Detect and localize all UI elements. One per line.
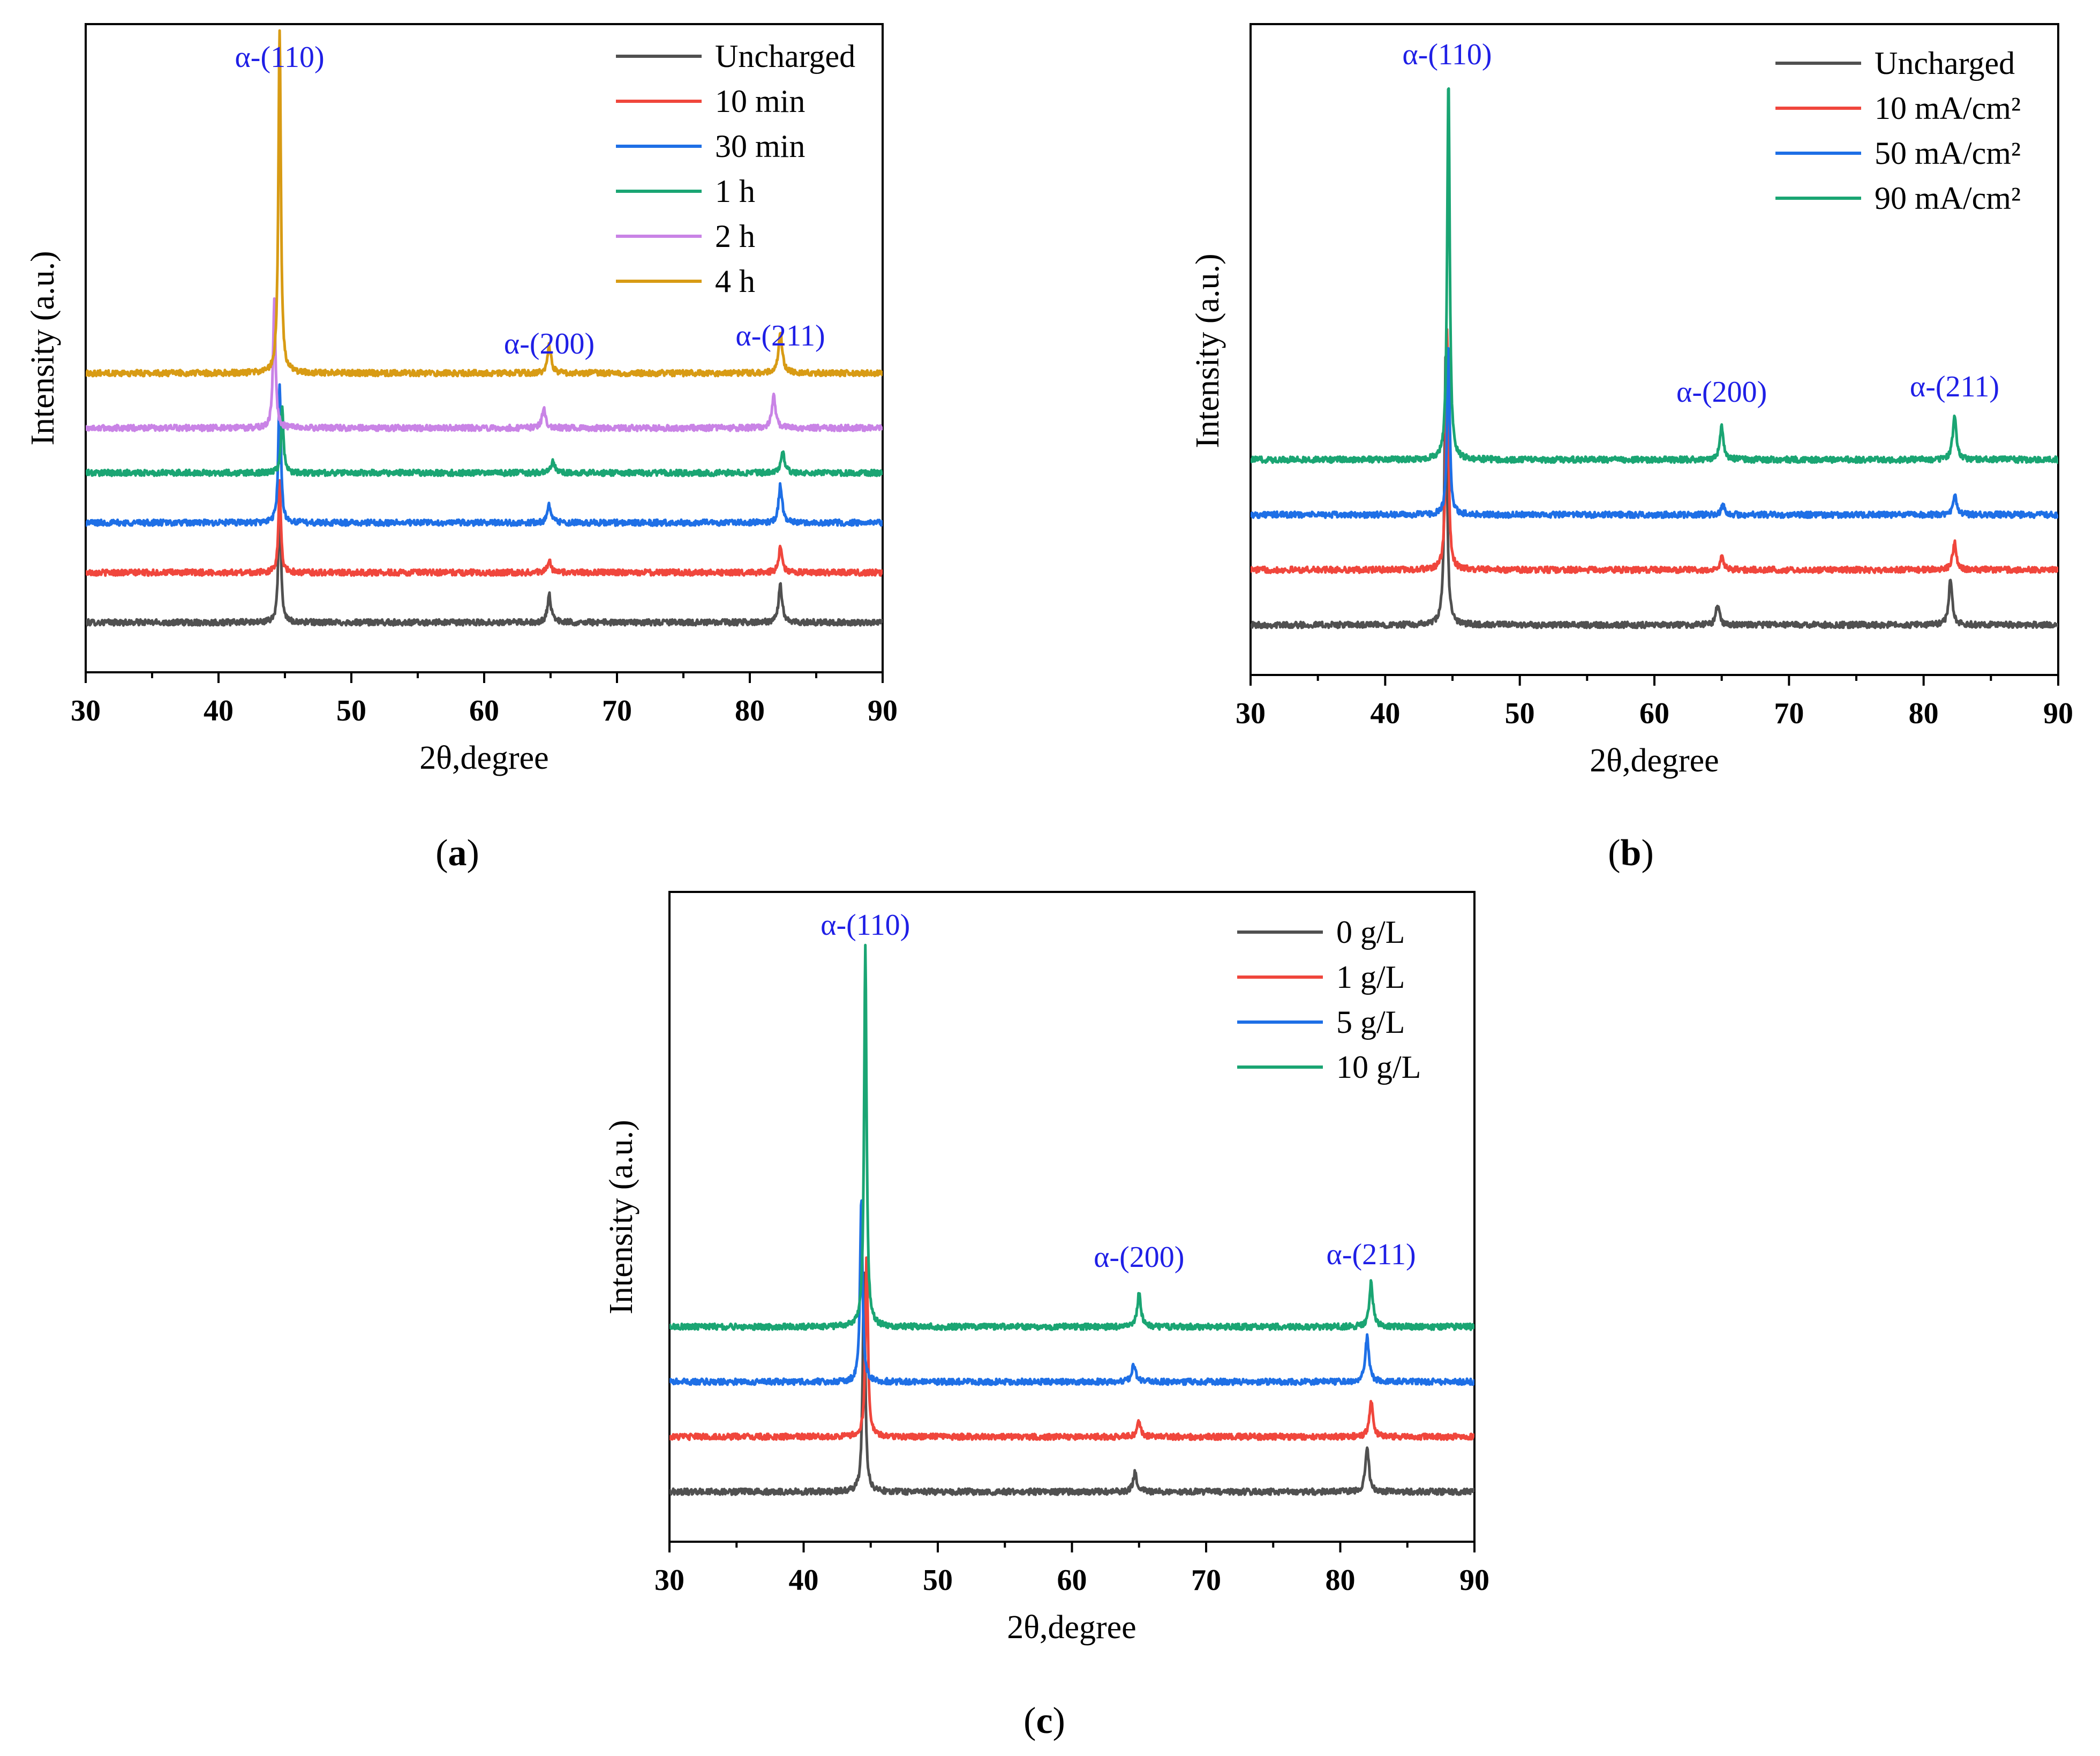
x-tick-label: 30: [1236, 697, 1266, 730]
series-line-3: [669, 1199, 1474, 1386]
legend-entry-label: 10 mA/cm²: [1875, 91, 2021, 126]
panel-b-legend: Uncharged 10 mA/cm² 50 mA/cm² 90 mA/cm²: [1775, 46, 2021, 216]
x-tick-label: 40: [1370, 697, 1400, 730]
legend-entry-label: 10 g/L: [1336, 1049, 1421, 1085]
x-tick-label: 40: [789, 1564, 819, 1597]
x-tick-label: 90: [2043, 697, 2073, 730]
panel-b-caption: (b): [1608, 832, 1654, 874]
panel-b-caption-letter: b: [1621, 832, 1642, 874]
panel-a-x-axis: 30 40 50 60 70 80 90: [71, 672, 898, 727]
panel-c-chart: 30 40 50 60 70 80 90 α-(110) α-(200) α-(211) 0 g…: [603, 891, 1489, 1742]
panel-a-series-layer: [86, 29, 883, 627]
peak-label: α-(110): [1402, 38, 1492, 71]
legend-entry-label: Uncharged: [715, 39, 855, 74]
series-line-3: [1251, 347, 2058, 519]
series-line-5: [86, 297, 883, 432]
x-tick-label: 70: [602, 694, 632, 727]
peak-label: α-(200): [1094, 1241, 1184, 1274]
legend-entry-label: 30 min: [715, 129, 805, 164]
x-tick-label: 50: [1505, 697, 1535, 730]
x-tick-label: 80: [1326, 1564, 1356, 1597]
series-line-1: [86, 491, 883, 627]
panel-c-caption-letter: c: [1036, 1700, 1052, 1742]
series-line-1: [669, 1271, 1474, 1496]
panel-c-series-layer: [669, 943, 1474, 1496]
panel-b-series-layer: [1251, 87, 2058, 629]
peak-label: α-(211): [1910, 370, 1999, 403]
panel-b-y-axis-title: Intensity (a.u.): [1190, 253, 1226, 448]
series-line-2: [669, 1256, 1474, 1442]
series-line-3: [86, 383, 883, 527]
x-tick-label: 40: [204, 694, 234, 727]
series-line-4: [86, 405, 883, 477]
panel-a-x-axis-title: 2θ,degree: [419, 740, 548, 776]
x-tick-label: 80: [735, 694, 765, 727]
legend-entry-label: 5 g/L: [1336, 1004, 1405, 1040]
panel-a-caption-letter: a: [448, 832, 467, 874]
legend-entry-label: 90 mA/cm²: [1875, 181, 2021, 216]
legend-entry-label: 50 mA/cm²: [1875, 136, 2021, 171]
x-tick-label: 70: [1191, 1564, 1221, 1597]
x-tick-label: 60: [1639, 697, 1669, 730]
panel-b-peak-labels: α-(110) α-(200) α-(211): [1402, 38, 1999, 409]
panel-c-x-axis: 30 40 50 60 70 80 90: [654, 1542, 1489, 1597]
legend-entry-label: 1 h: [715, 174, 755, 209]
legend-entry-label: 0 g/L: [1336, 914, 1405, 950]
panel-c-legend: 0 g/L 1 g/L 5 g/L 10 g/L: [1237, 914, 1421, 1085]
x-tick-label: 90: [1459, 1564, 1489, 1597]
peak-label: α-(200): [504, 327, 594, 361]
peak-label: α-(211): [735, 319, 825, 352]
x-tick-label: 60: [1057, 1564, 1087, 1597]
panel-c-caption: (c): [1023, 1700, 1065, 1742]
panel-c-x-axis-title: 2θ,degree: [1007, 1609, 1136, 1646]
panel-a-peak-labels: α-(110) α-(200) α-(211): [235, 41, 825, 361]
x-tick-label: 60: [469, 694, 499, 727]
x-tick-label: 70: [1774, 697, 1804, 730]
peak-label: α-(211): [1327, 1238, 1416, 1271]
series-line-1: [1251, 354, 2058, 629]
x-tick-label: 90: [868, 694, 898, 727]
panel-a-caption: (a): [435, 832, 479, 874]
panel-b-x-axis: 30 40 50 60 70 80 90: [1236, 675, 2073, 730]
legend-entry-label: 1 g/L: [1336, 959, 1405, 995]
legend-entry-label: 4 h: [715, 264, 755, 299]
peak-label: α-(110): [235, 41, 324, 74]
peak-label: α-(110): [821, 909, 910, 942]
x-tick-label: 80: [1909, 697, 1939, 730]
series-line-2: [86, 479, 883, 577]
panel-c-peak-labels: α-(110) α-(200) α-(211): [821, 909, 1416, 1274]
series-line-6: [86, 29, 883, 378]
x-tick-label: 30: [654, 1564, 684, 1597]
x-tick-label: 50: [923, 1564, 953, 1597]
panel-c-y-axis-title: Intensity (a.u.): [603, 1120, 639, 1314]
legend-entry-label: 10 min: [715, 84, 805, 119]
panel-b-chart: 30 40 50 60 70 80 90 α-(110) α-(200) α-(211) Unc…: [1190, 23, 2073, 874]
panel-b-x-axis-title: 2θ,degree: [1590, 742, 1719, 779]
series-line-2: [1251, 328, 2058, 574]
panel-a-legend: Uncharged 10 min 30 min 1 h 2 h 4 h: [616, 39, 855, 299]
x-tick-label: 30: [71, 694, 101, 727]
series-line-4: [1251, 87, 2058, 464]
x-tick-label: 50: [336, 694, 366, 727]
peak-label: α-(200): [1676, 376, 1767, 409]
panel-a-y-axis-title: Intensity (a.u.): [25, 251, 61, 445]
legend-entry-label: Uncharged: [1875, 46, 2015, 81]
series-line-4: [669, 943, 1474, 1331]
legend-entry-label: 2 h: [715, 219, 755, 254]
panel-a-chart: 30 40 50 60 70 80 90 α-(110) α-(200) α-(211) Unc…: [25, 23, 898, 874]
